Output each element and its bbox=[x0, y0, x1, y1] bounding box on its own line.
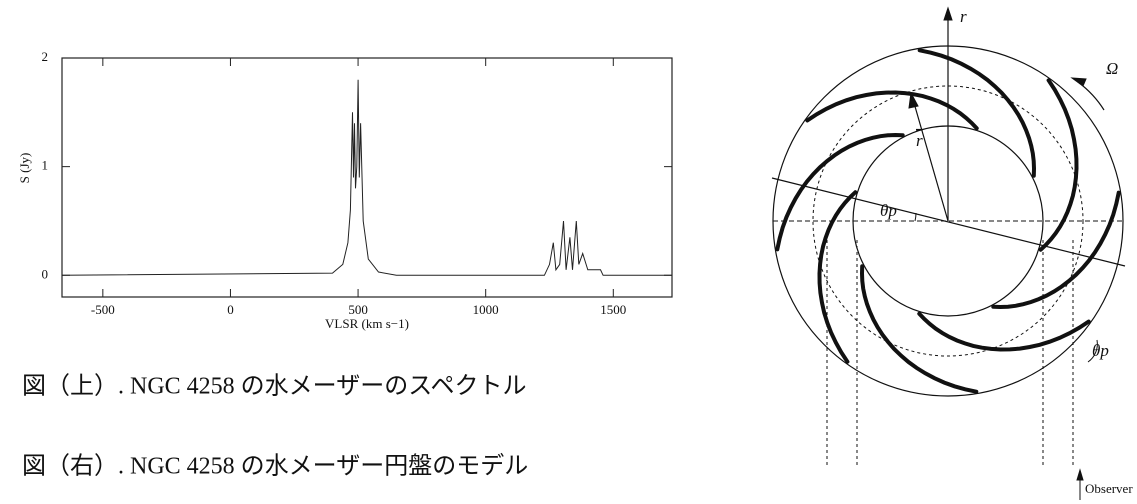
x-tick-label: -500 bbox=[91, 302, 115, 317]
x-tick-label: 1500 bbox=[600, 302, 626, 317]
y-axis-label: S (Jy) bbox=[17, 153, 32, 184]
spiral-arm bbox=[993, 193, 1118, 307]
x-axis-label: VLSR (km s−1) bbox=[325, 316, 409, 331]
caption: 図（右）. NGC 4258 の水メーザー円盤のモデル bbox=[22, 453, 528, 480]
arrow-head bbox=[1077, 470, 1083, 480]
spiral-arm bbox=[1041, 80, 1077, 249]
x-tick-label: 0 bbox=[227, 302, 234, 317]
y-tick-label: 1 bbox=[42, 158, 49, 173]
rotation-arrow bbox=[1078, 82, 1104, 110]
page-figure: VLSR (km s−1) S (Jy) 図（上）. NGC 4258 の水メー… bbox=[0, 0, 1137, 504]
mean-radius bbox=[912, 96, 948, 221]
arrow-head bbox=[944, 8, 952, 20]
mean-radius-label: r bbox=[916, 131, 923, 150]
r-axis-label: r bbox=[960, 7, 967, 26]
observer-label: Observer bbox=[1085, 481, 1133, 496]
x-tick-label: 500 bbox=[348, 302, 368, 317]
spiral-arm bbox=[777, 135, 902, 249]
y-tick-label: 0 bbox=[42, 266, 49, 281]
caption: 図（上）. NGC 4258 の水メーザーのスペクトル bbox=[22, 373, 527, 400]
y-tick-label: 2 bbox=[42, 49, 49, 64]
spectrum-line bbox=[62, 80, 672, 276]
plot-frame bbox=[62, 58, 672, 297]
x-tick-label: 1000 bbox=[473, 302, 499, 317]
disk-diagram bbox=[772, 8, 1125, 500]
spiral-arm bbox=[862, 266, 976, 391]
page: VLSR (km s−1) S (Jy) 図（上）. NGC 4258 の水メー… bbox=[0, 0, 1137, 504]
spiral-arm bbox=[919, 314, 1088, 350]
omega-label: Ω bbox=[1106, 59, 1118, 78]
pitch-angle-label: θp bbox=[880, 201, 897, 220]
arrow-head bbox=[1072, 78, 1086, 86]
pitch-angle-label: θp bbox=[1092, 341, 1109, 360]
spiral-arm bbox=[920, 50, 1034, 175]
